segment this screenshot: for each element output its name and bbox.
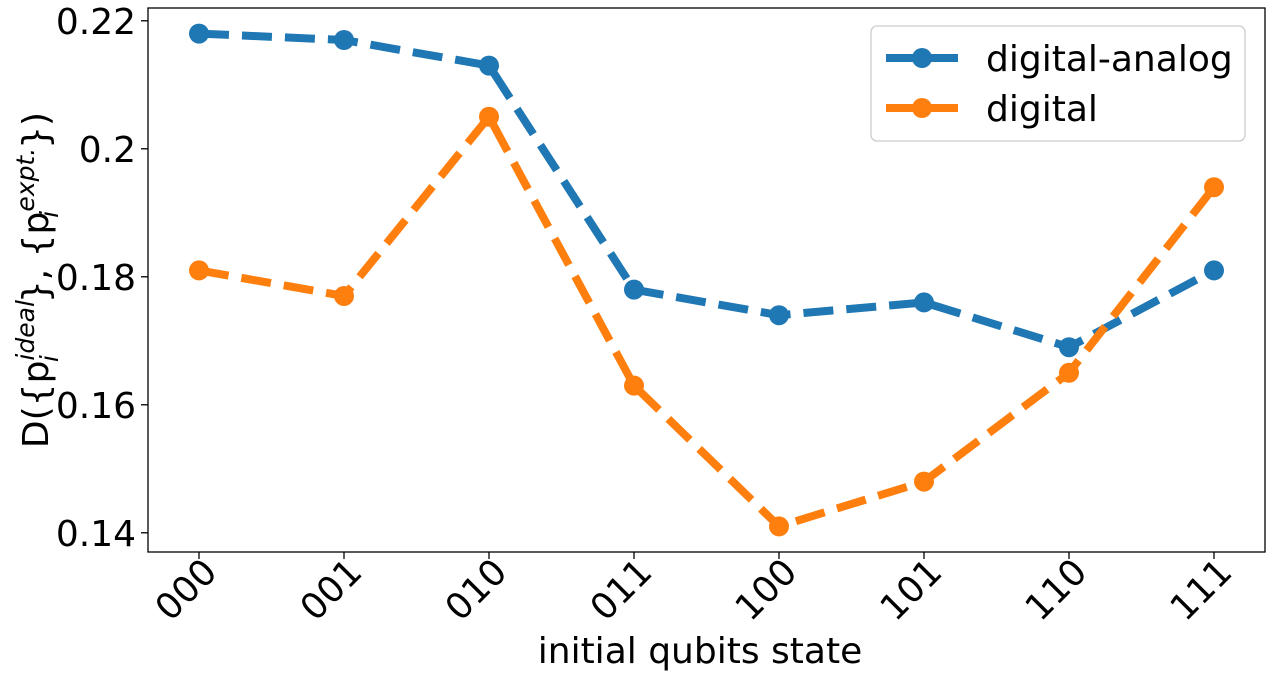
y-axis-label-subscript-1: i bbox=[35, 355, 64, 362]
y-axis-label-middle: }, {p bbox=[16, 212, 57, 304]
legend-box bbox=[870, 25, 1246, 142]
x-tick-label: 001 bbox=[293, 551, 371, 629]
legend-marker-1 bbox=[912, 98, 932, 118]
y-axis-label: D({pideali}, {pexpt.i}) bbox=[11, 112, 64, 448]
x-tick-label: 011 bbox=[583, 551, 661, 629]
x-tick-label: 100 bbox=[728, 551, 806, 629]
plot-area bbox=[189, 23, 1224, 537]
legend-label-0: digital-analog bbox=[986, 39, 1233, 80]
y-axis-label-suffix: }) bbox=[16, 112, 57, 149]
data-point-1-6 bbox=[1059, 362, 1079, 383]
legend-marker-0 bbox=[912, 48, 932, 68]
data-point-1-0 bbox=[189, 260, 209, 281]
x-axis-label: initial qubits state bbox=[538, 631, 862, 672]
data-point-0-2 bbox=[479, 55, 499, 76]
data-point-0-1 bbox=[334, 30, 354, 50]
data-point-1-2 bbox=[479, 106, 499, 127]
y-axis-label-superscript-1: ideal bbox=[11, 300, 40, 361]
data-point-1-5 bbox=[914, 471, 934, 492]
plot-frame bbox=[147, 7, 1266, 553]
y-tick-label: 0.14 bbox=[56, 514, 136, 555]
legend: digital-analog digital bbox=[870, 25, 1246, 142]
x-tick-label: 110 bbox=[1018, 551, 1096, 629]
y-axis-label-subscript-2: i bbox=[35, 211, 64, 218]
x-tick-label: 000 bbox=[148, 551, 226, 629]
data-point-0-0 bbox=[189, 23, 209, 44]
data-point-1-4 bbox=[769, 516, 789, 537]
y-tick-label: 0.22 bbox=[56, 2, 136, 43]
y-tick-label: 0.16 bbox=[56, 386, 136, 427]
data-point-1-7 bbox=[1204, 177, 1224, 198]
x-tick-label: 111 bbox=[1163, 551, 1241, 629]
data-point-1-1 bbox=[334, 286, 354, 306]
y-axis-label-superscript-2: expt. bbox=[11, 148, 40, 212]
data-point-0-7 bbox=[1204, 260, 1224, 281]
data-point-0-6 bbox=[1059, 337, 1079, 358]
y-axis-label-prefix: D({p bbox=[16, 361, 57, 449]
y-tick-label: 0.18 bbox=[56, 258, 136, 299]
data-point-1-3 bbox=[624, 375, 644, 396]
data-point-0-3 bbox=[624, 279, 644, 300]
data-point-0-5 bbox=[914, 292, 934, 313]
y-tick-label: 0.2 bbox=[79, 130, 136, 171]
series-line-1 bbox=[198, 112, 1218, 531]
x-tick-label: 101 bbox=[873, 551, 951, 629]
x-tick-label: 010 bbox=[438, 551, 516, 629]
legend-label-1: digital bbox=[986, 89, 1098, 130]
data-point-0-4 bbox=[769, 305, 789, 326]
